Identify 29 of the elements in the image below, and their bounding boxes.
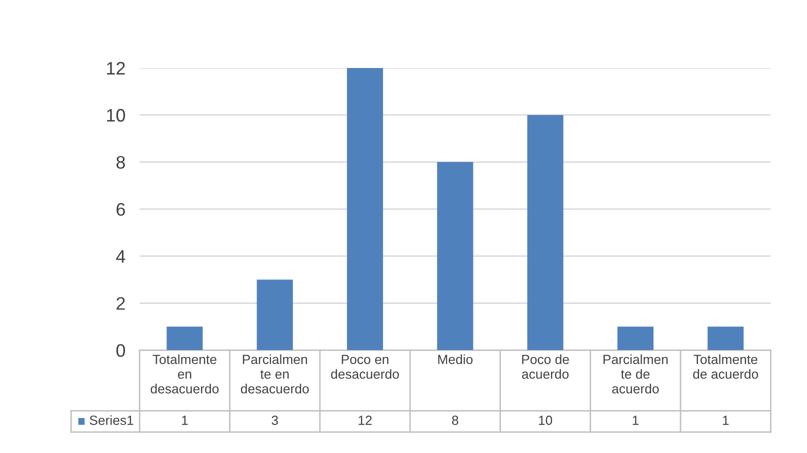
data-label: 10 — [538, 416, 552, 425]
data-label: 1 — [182, 416, 188, 425]
y-tick-label: 12 — [107, 62, 125, 74]
x-tick-label: Totalmente de acuerdo — [693, 354, 758, 379]
x-tick-label: Medio — [438, 354, 473, 364]
x-tick-label: Poco de acuerdo — [522, 354, 569, 379]
x-tick-label: Parcialmente en desacuerdo — [240, 354, 309, 394]
x-tick-label: Poco en desacuerdo — [331, 354, 399, 379]
bar — [346, 68, 384, 350]
y-tick-label: 2 — [116, 297, 125, 310]
y-tick-label: 6 — [116, 202, 125, 216]
y-tick-label: 10 — [107, 108, 126, 122]
bar — [527, 114, 564, 350]
data-label: 8 — [452, 416, 458, 425]
legend-label: Series1 — [90, 415, 134, 425]
data-label: 1 — [632, 416, 638, 425]
bar — [166, 326, 203, 350]
y-tick-label: 0 — [116, 344, 126, 357]
bar — [437, 162, 474, 350]
data-label: 12 — [358, 416, 372, 425]
bar — [617, 326, 654, 350]
y-tick-label: 8 — [116, 156, 125, 169]
bar — [708, 326, 744, 350]
data-label: 3 — [272, 416, 278, 425]
bar — [256, 280, 293, 350]
y-tick-label: 4 — [116, 250, 126, 263]
x-tick-label: Totalmente en desacuerdo — [150, 354, 219, 394]
data-label: 1 — [722, 416, 729, 425]
x-tick-label: Parcialmente de acuerdo — [604, 354, 668, 394]
